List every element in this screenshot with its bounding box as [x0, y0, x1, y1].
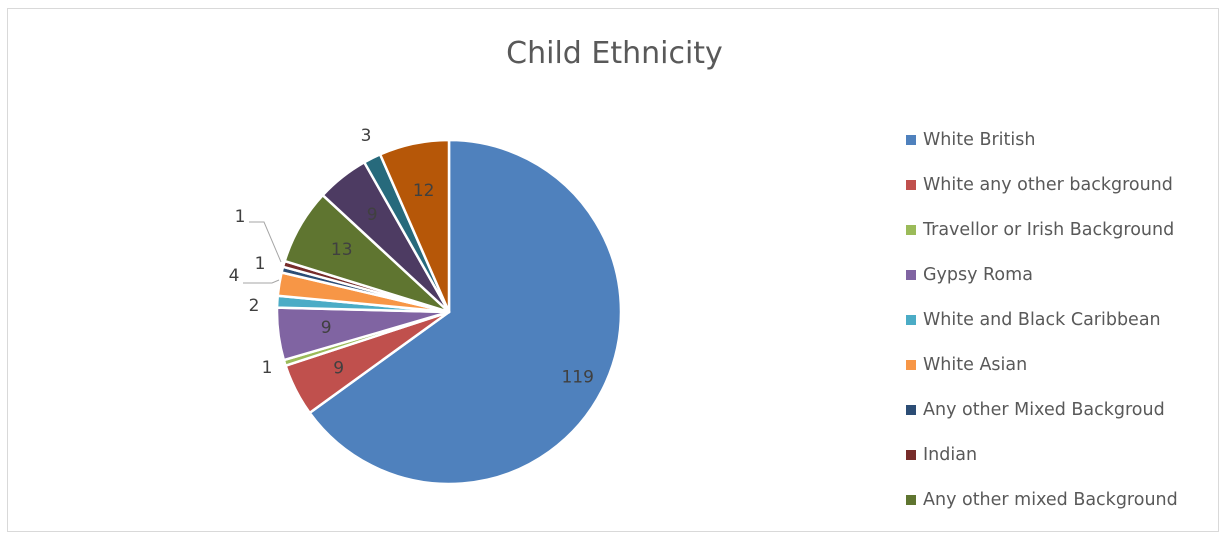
legend-swatch	[906, 315, 916, 325]
data-label: 12	[413, 181, 435, 201]
data-label: 1	[235, 207, 246, 227]
legend-label: Travellor or Irish Background	[923, 220, 1175, 241]
pie-slice-category-12	[378, 138, 451, 314]
legend-label: White any other background	[923, 175, 1173, 196]
legend-item-indian: Indian	[906, 432, 1216, 477]
legend-item-gypsy-roma: Gypsy Roma	[906, 253, 1216, 298]
legend-swatch	[906, 359, 916, 370]
data-label: 2	[249, 296, 260, 316]
data-label: 9	[321, 318, 332, 338]
chart-legend: White British White any other background T…	[906, 118, 1216, 522]
legend-label: Indian	[923, 444, 978, 465]
legend-label: White and Black Caribbean	[923, 310, 1161, 330]
data-label: 119	[561, 368, 593, 388]
data-label: 1	[262, 358, 273, 378]
leader-lines	[243, 221, 282, 284]
legend-swatch	[906, 135, 916, 146]
legend-item-white-any-other-background: White any other background	[906, 163, 1216, 208]
data-label: 13	[331, 240, 353, 260]
legend-swatch	[906, 449, 916, 460]
legend-label: White British	[923, 130, 1036, 151]
legend-swatch	[906, 404, 916, 415]
legend-item-white-and-black-caribbean: White and Black Caribbean	[906, 298, 1216, 343]
leader-line	[249, 221, 282, 263]
legend-label: Any other mixed Background	[923, 489, 1178, 510]
data-label: 3	[361, 126, 372, 146]
data-label: 4	[229, 266, 240, 286]
pie-slice-white-british	[308, 138, 623, 486]
data-label: 1	[255, 254, 266, 274]
legend-swatch	[906, 270, 916, 281]
chart-title: Child Ethnicity	[506, 36, 723, 71]
legend-item-any-other-mixed-background: Any other mixed Background	[906, 477, 1216, 522]
leader-line	[243, 279, 280, 284]
data-label: 9	[333, 358, 344, 378]
legend-swatch	[906, 180, 916, 191]
legend-label: White Asian	[923, 354, 1028, 375]
legend-item-white-british: White British	[906, 118, 1216, 163]
data-label: 9	[367, 205, 378, 225]
legend-swatch	[906, 494, 916, 505]
legend-item-white-asian: White Asian	[906, 342, 1216, 387]
legend-item-travellor-or-irish-background: Travellor or Irish Background	[906, 208, 1216, 253]
legend-label: Any other Mixed Backgroud	[923, 399, 1165, 420]
legend-item-any-other-mixed-backgroud: Any other Mixed Backgroud	[906, 387, 1216, 432]
legend-swatch	[906, 225, 916, 236]
legend-label: Gypsy Roma	[923, 265, 1033, 286]
pie-slices	[275, 138, 623, 486]
